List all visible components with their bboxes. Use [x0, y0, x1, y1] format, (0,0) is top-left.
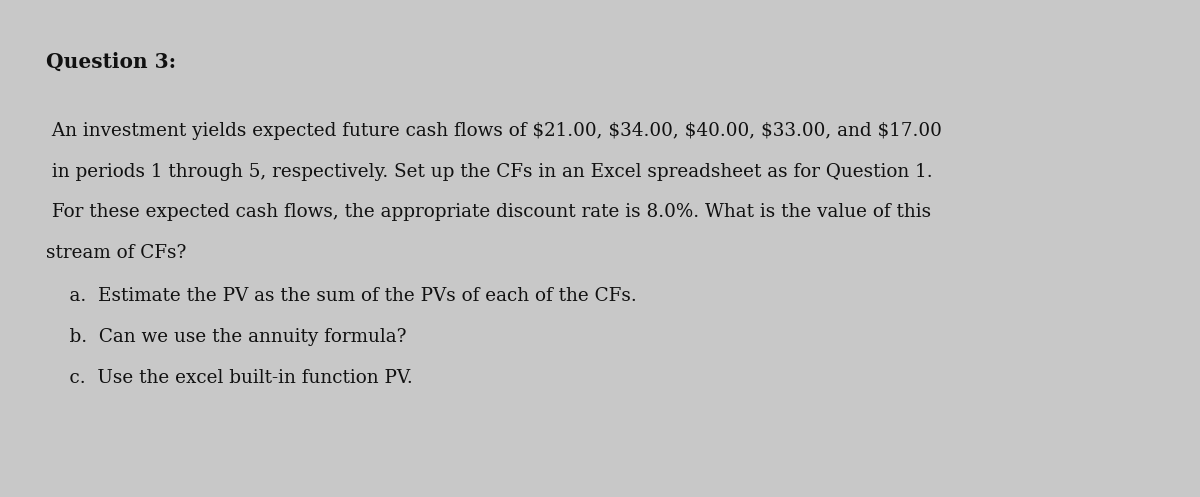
Text: in periods 1 through 5, respectively. Set up the CFs in an Excel spreadsheet as : in periods 1 through 5, respectively. Se… — [46, 163, 932, 180]
Text: Question 3:: Question 3: — [46, 52, 175, 72]
Text: a.  Estimate the PV as the sum of the PVs of each of the CFs.: a. Estimate the PV as the sum of the PVs… — [46, 287, 636, 305]
Text: An investment yields expected future cash flows of $21.00, $34.00, $40.00, $33.0: An investment yields expected future cas… — [46, 122, 942, 140]
Text: b.  Can we use the annuity formula?: b. Can we use the annuity formula? — [46, 328, 406, 346]
Text: c.  Use the excel built-in function PV.: c. Use the excel built-in function PV. — [46, 369, 413, 387]
Text: For these expected cash flows, the appropriate discount rate is 8.0%. What is th: For these expected cash flows, the appro… — [46, 203, 931, 221]
Text: stream of CFs?: stream of CFs? — [46, 244, 186, 262]
